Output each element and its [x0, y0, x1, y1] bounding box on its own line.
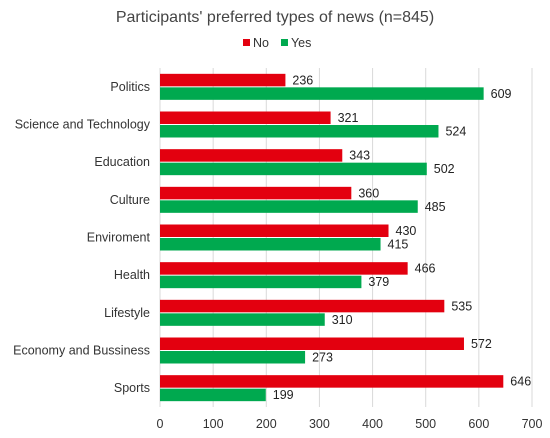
data-label: 415	[388, 238, 409, 252]
bar-no-2	[160, 149, 343, 162]
data-label: 199	[273, 388, 294, 402]
category-label: Science and Technology	[15, 118, 151, 132]
data-label: 430	[396, 224, 417, 238]
x-tick-label: 300	[309, 417, 330, 431]
category-label: Economy and Bussiness	[13, 344, 150, 358]
bar-no-4	[160, 224, 389, 237]
legend-label-no: No	[253, 36, 269, 50]
data-label: 321	[338, 111, 359, 125]
bar-yes-2	[160, 162, 427, 176]
category-label: Politics	[110, 80, 150, 94]
bar-yes-4	[160, 238, 381, 251]
data-label: 485	[425, 200, 446, 214]
category-label: Sports	[114, 381, 150, 395]
x-tick-label: 0	[157, 417, 164, 431]
category-label: Culture	[110, 193, 150, 207]
x-tick-label: 400	[362, 417, 383, 431]
legend-swatch-no	[243, 39, 250, 46]
bar-no-1	[160, 111, 331, 124]
bar-yes-5	[160, 275, 362, 289]
data-label: 609	[491, 87, 512, 101]
bar-yes-3	[160, 200, 418, 213]
x-tick-label: 600	[468, 417, 489, 431]
data-label: 360	[358, 186, 379, 200]
data-label: 273	[312, 351, 333, 365]
legend: No Yes	[243, 36, 311, 50]
category-labels: Politics Science and Technology Education C…	[13, 80, 151, 395]
bar-no-7	[160, 337, 464, 350]
data-label: 310	[332, 313, 353, 327]
data-label: 236	[292, 73, 313, 87]
bar-no-6	[160, 299, 445, 313]
bar-yes-0	[160, 87, 484, 100]
bar-yes-1	[160, 125, 439, 138]
bar-no-8	[160, 375, 504, 388]
data-label: 646	[510, 375, 531, 389]
chart-title: Participants' preferred types of news (n…	[116, 9, 434, 26]
data-label: 502	[434, 162, 455, 176]
data-label: 343	[349, 149, 370, 163]
bar-no-0	[160, 73, 286, 87]
bar-yes-7	[160, 351, 306, 364]
data-label: 572	[471, 337, 492, 351]
bar-yes-6	[160, 313, 325, 326]
bars	[160, 73, 504, 402]
bar-no-3	[160, 186, 352, 200]
data-label: 535	[451, 299, 472, 313]
data-label: 466	[415, 262, 436, 276]
bar-yes-8	[160, 388, 266, 402]
category-label: Education	[94, 155, 150, 169]
x-tick-label: 100	[203, 417, 224, 431]
x-tick-label: 500	[415, 417, 436, 431]
bar-no-5	[160, 262, 408, 275]
data-label: 524	[445, 125, 466, 139]
legend-swatch-yes	[280, 39, 288, 46]
category-label: Lifestyle	[104, 306, 150, 320]
x-tick-label: 200	[256, 417, 277, 431]
legend-label-yes: Yes	[291, 36, 311, 50]
data-label: 379	[368, 275, 389, 289]
x-axis-ticks: 0 100 200 300 400 500 600 700	[157, 417, 543, 431]
category-label: Health	[114, 268, 150, 282]
category-label: Enviroment	[87, 231, 151, 245]
gridlines	[159, 68, 533, 407]
x-tick-label: 700	[522, 417, 543, 431]
